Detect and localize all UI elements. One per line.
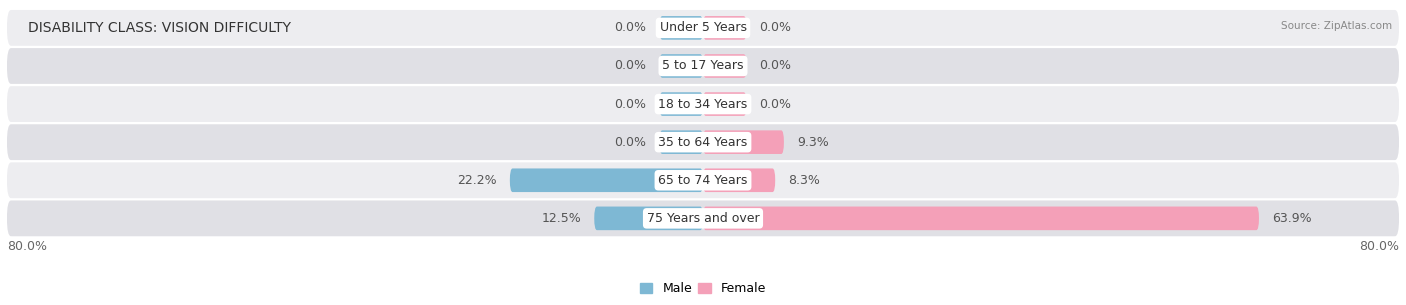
Text: 0.0%: 0.0% (614, 136, 647, 149)
Text: 65 to 74 Years: 65 to 74 Years (658, 174, 748, 187)
Text: 0.0%: 0.0% (614, 98, 647, 111)
Text: 75 Years and over: 75 Years and over (647, 212, 759, 225)
FancyBboxPatch shape (659, 54, 703, 78)
Text: Under 5 Years: Under 5 Years (659, 21, 747, 34)
Text: 22.2%: 22.2% (457, 174, 496, 187)
Text: 0.0%: 0.0% (614, 59, 647, 73)
Text: 12.5%: 12.5% (541, 212, 581, 225)
FancyBboxPatch shape (659, 16, 703, 40)
FancyBboxPatch shape (7, 86, 1399, 122)
Text: DISABILITY CLASS: VISION DIFFICULTY: DISABILITY CLASS: VISION DIFFICULTY (28, 21, 291, 35)
Text: 0.0%: 0.0% (759, 98, 792, 111)
FancyBboxPatch shape (7, 162, 1399, 198)
FancyBboxPatch shape (703, 16, 747, 40)
Text: 8.3%: 8.3% (789, 174, 820, 187)
FancyBboxPatch shape (659, 92, 703, 116)
Text: 35 to 64 Years: 35 to 64 Years (658, 136, 748, 149)
Text: 0.0%: 0.0% (614, 21, 647, 34)
FancyBboxPatch shape (659, 130, 703, 154)
Text: 18 to 34 Years: 18 to 34 Years (658, 98, 748, 111)
FancyBboxPatch shape (703, 168, 775, 192)
FancyBboxPatch shape (7, 10, 1399, 46)
Text: 0.0%: 0.0% (759, 21, 792, 34)
Text: 0.0%: 0.0% (759, 59, 792, 73)
FancyBboxPatch shape (7, 124, 1399, 160)
FancyBboxPatch shape (703, 54, 747, 78)
Legend: Male, Female: Male, Female (636, 278, 770, 300)
Text: 63.9%: 63.9% (1272, 212, 1312, 225)
FancyBboxPatch shape (595, 206, 703, 230)
FancyBboxPatch shape (510, 168, 703, 192)
Text: Source: ZipAtlas.com: Source: ZipAtlas.com (1281, 21, 1392, 31)
Text: 80.0%: 80.0% (1360, 240, 1399, 253)
Text: 9.3%: 9.3% (797, 136, 828, 149)
FancyBboxPatch shape (703, 206, 1258, 230)
FancyBboxPatch shape (7, 48, 1399, 84)
FancyBboxPatch shape (703, 130, 785, 154)
Text: 5 to 17 Years: 5 to 17 Years (662, 59, 744, 73)
Text: 80.0%: 80.0% (7, 240, 46, 253)
FancyBboxPatch shape (703, 92, 747, 116)
FancyBboxPatch shape (7, 200, 1399, 236)
